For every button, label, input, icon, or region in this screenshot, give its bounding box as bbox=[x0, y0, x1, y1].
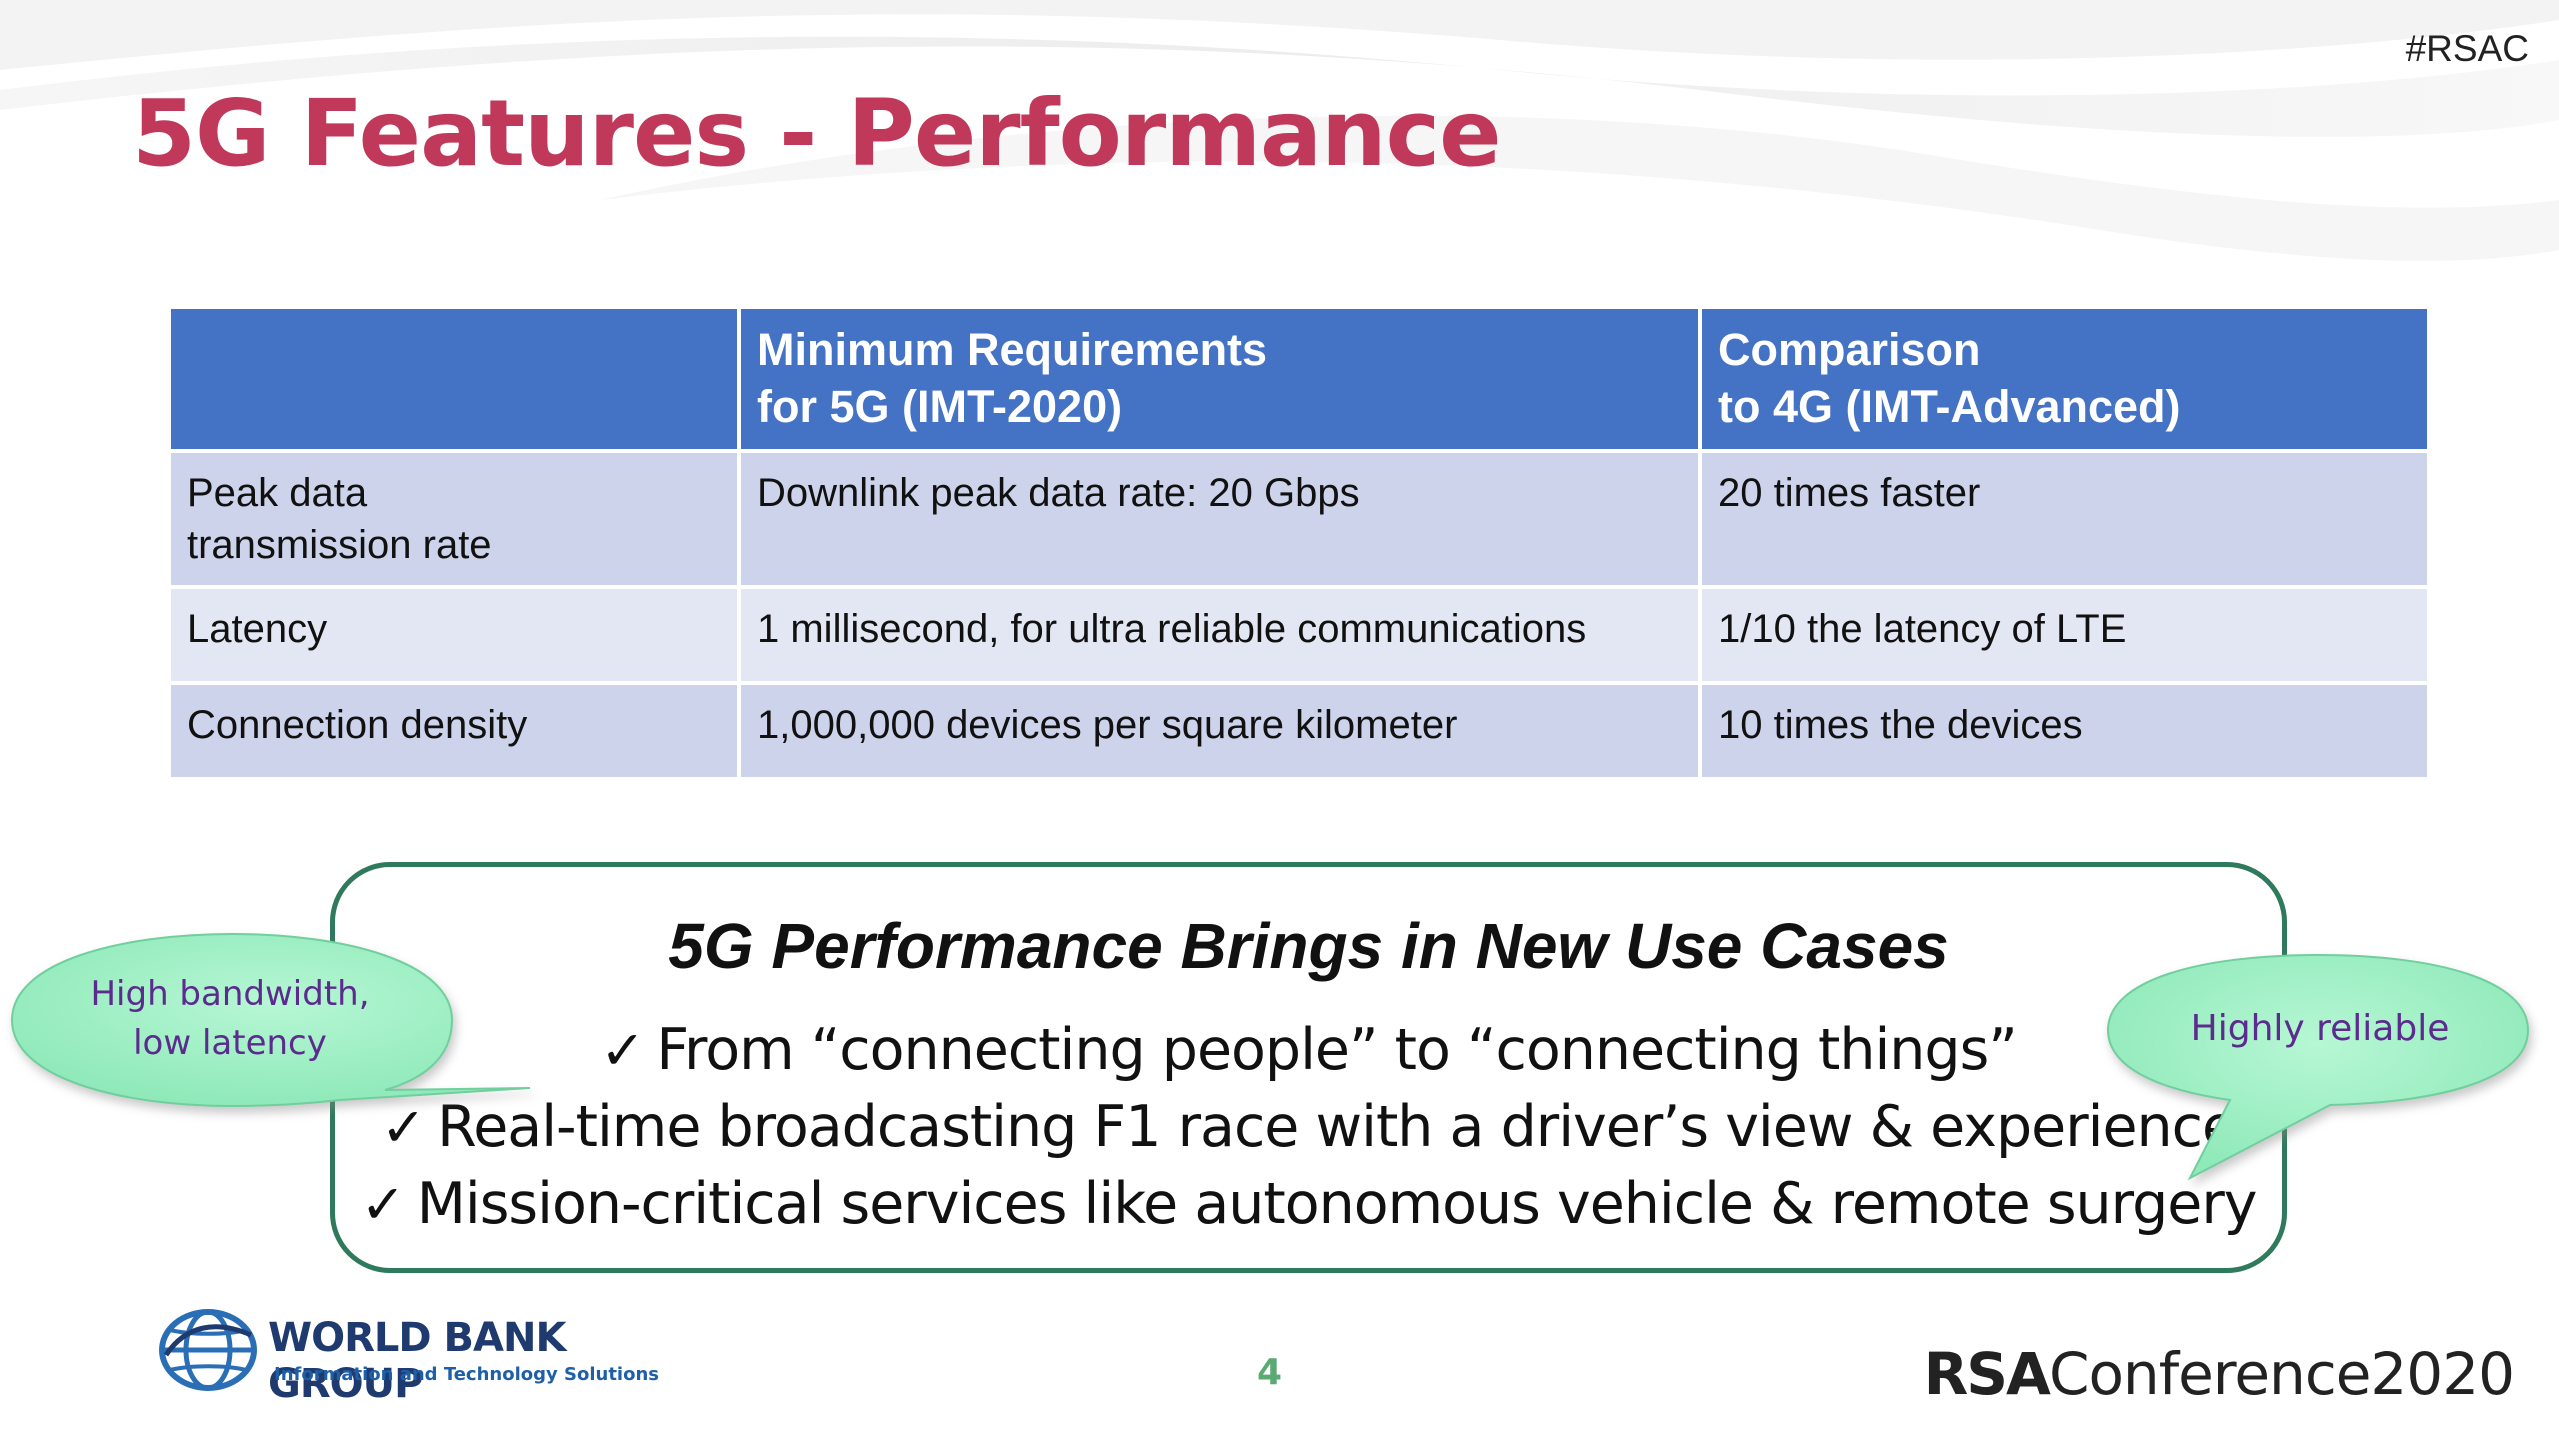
rsa-conference-logo: RSAConference2020 bbox=[1923, 1340, 2515, 1408]
requirement-cell: 1 millisecond, for ultra reliable commun… bbox=[737, 585, 1702, 685]
page-number: 4 bbox=[1257, 1352, 1283, 1393]
hashtag-label: #RSAC bbox=[2405, 28, 2529, 69]
header-line: to 4G (IMT-Advanced) bbox=[1718, 381, 2181, 432]
checkmark-icon: ✓ bbox=[360, 1173, 405, 1236]
table-row: Peak data transmission rate Downlink pea… bbox=[167, 449, 2431, 589]
list-item: ✓ Real-time broadcasting F1 race with a d… bbox=[380, 1094, 2237, 1160]
left-callout-text: High bandwidth, low latency bbox=[90, 974, 370, 1063]
world-bank-logo: WORLD BANK GROUP Information and Technol… bbox=[156, 1305, 686, 1407]
header-cell-requirements: Minimum Requirements for 5G (IMT-2020) bbox=[737, 305, 1702, 453]
right-callout-text: Highly reliable bbox=[2190, 1008, 2450, 1049]
globe-icon bbox=[159, 1309, 257, 1391]
checkmark-icon: ✓ bbox=[380, 1096, 426, 1159]
performance-table: Minimum Requirements for 5G (IMT-2020) C… bbox=[167, 305, 2431, 781]
slide-title: 5G Features - Performance bbox=[132, 80, 1502, 187]
logo-name: WORLD BANK GROUP bbox=[268, 1315, 566, 1407]
requirement-cell: Downlink peak data rate: 20 Gbps bbox=[737, 449, 1702, 589]
list-item: ✓ From “connecting people” to “connecting… bbox=[600, 1017, 2018, 1083]
comparison-cell: 1/10 the latency of LTE bbox=[1698, 585, 2431, 685]
list-item: ✓ Mission-critical services like autonomo… bbox=[360, 1171, 2257, 1237]
requirement-cell: 1,000,000 devices per square kilometer bbox=[737, 681, 1702, 781]
use-cases-box: 5G Performance Brings in New Use Cases ✓… bbox=[330, 862, 2287, 1273]
header-cell-comparison: Comparison to 4G (IMT-Advanced) bbox=[1698, 305, 2431, 453]
logo-subtitle: Information and Technology Solutions bbox=[274, 1364, 659, 1385]
feature-cell: Connection density bbox=[167, 681, 741, 781]
checkmark-icon: ✓ bbox=[600, 1019, 645, 1082]
feature-cell: Peak data transmission rate bbox=[167, 449, 741, 589]
table-row: Latency 1 millisecond, for ultra reliabl… bbox=[167, 585, 2431, 685]
table-row: Connection density 1,000,000 devices per… bbox=[167, 681, 2431, 781]
header-line: Comparison bbox=[1718, 324, 1981, 375]
header-cell-empty bbox=[167, 305, 741, 453]
use-cases-list: ✓ From “connecting people” to “connecting… bbox=[335, 1012, 2282, 1243]
feature-cell: Latency bbox=[167, 585, 741, 685]
use-cases-title: 5G Performance Brings in New Use Cases bbox=[668, 910, 1949, 982]
table-header-row: Minimum Requirements for 5G (IMT-2020) C… bbox=[167, 305, 2431, 453]
header-line: for 5G (IMT-2020) bbox=[757, 381, 1123, 432]
background-swoosh bbox=[0, 0, 2559, 261]
header-line: Minimum Requirements bbox=[757, 324, 1268, 375]
comparison-cell: 10 times the devices bbox=[1698, 681, 2431, 781]
comparison-cell: 20 times faster bbox=[1698, 449, 2431, 589]
